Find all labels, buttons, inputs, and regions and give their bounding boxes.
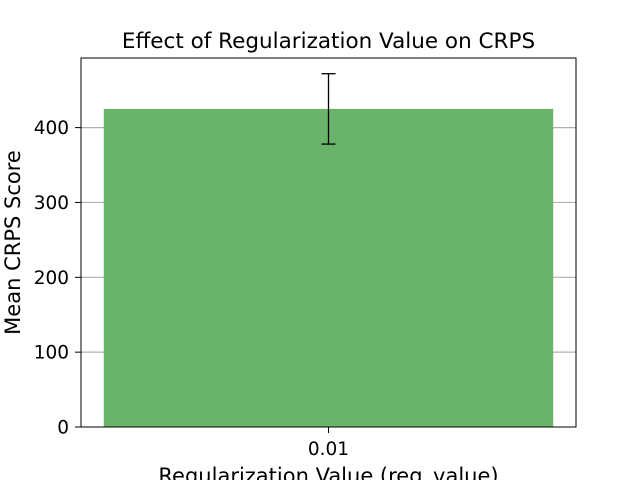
chart-title: Effect of Regularization Value on CRPS (122, 29, 535, 54)
bar (103, 108, 554, 428)
y-axis-ticks: 0 100 200 300 400 (34, 118, 81, 439)
y-tick-label: 200 (34, 268, 69, 289)
y-axis-label: Mean CRPS Score (1, 150, 25, 335)
x-tick-label: 0.01 (308, 439, 349, 460)
y-tick-label: 0 (57, 418, 69, 439)
y-tick-label: 100 (34, 343, 69, 364)
x-axis-label: Regularization Value (reg_value) (158, 464, 498, 480)
y-tick-label: 400 (34, 118, 69, 139)
bars (103, 108, 554, 428)
error-bars (321, 73, 336, 145)
x-axis-ticks: 0.01 (308, 427, 349, 460)
y-tick-label: 300 (34, 193, 69, 214)
